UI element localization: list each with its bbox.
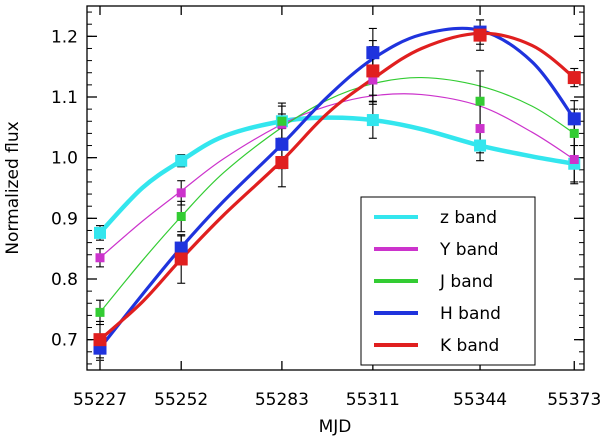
data-point-y-band	[176, 188, 186, 198]
x-tick-label: 55252	[154, 390, 208, 410]
data-point-k-band	[275, 156, 289, 170]
data-point-y-band	[475, 124, 485, 134]
y-tick-label: 1.2	[51, 27, 78, 47]
legend-label: Y band	[439, 240, 499, 260]
x-tick-label: 55373	[547, 390, 600, 410]
data-point-k-band	[473, 28, 487, 42]
data-point-y-band	[569, 154, 579, 164]
data-point-k-band	[93, 333, 107, 347]
y-tick-label: 1.0	[51, 149, 78, 169]
fit-curve-z-band	[98, 115, 575, 235]
data-point-j-band	[475, 96, 485, 106]
data-point-z-band	[175, 154, 188, 167]
data-point-k-band	[366, 64, 380, 78]
data-point-j-band	[277, 116, 287, 126]
y-tick-label: 0.7	[51, 331, 78, 351]
data-point-y-band	[368, 75, 378, 85]
y-axis-title: Normalized flux	[3, 121, 23, 254]
legend-label: K band	[440, 336, 499, 356]
data-point-j-band	[569, 128, 579, 138]
fit-curve-h-band	[98, 26, 576, 350]
data-point-h-band	[567, 112, 581, 126]
data-point-z-band	[366, 114, 379, 127]
x-tick-label: 55311	[346, 390, 400, 410]
x-tick-label: 55344	[453, 390, 507, 410]
legend-label: J band	[439, 272, 493, 292]
data-point-y-band	[95, 253, 105, 263]
legend: z band Y band J band H band K band	[360, 196, 536, 366]
data-point-j-band	[176, 212, 186, 222]
x-axis-title: MJD	[319, 417, 352, 437]
y-tick-label: 1.1	[51, 88, 78, 108]
y-tick-label: 0.9	[51, 209, 78, 229]
data-point-h-band	[275, 137, 289, 151]
data-point-z-band	[93, 226, 106, 239]
fit-curve-y-band	[99, 93, 575, 259]
x-tick-label: 55283	[255, 390, 309, 410]
x-tick-label: 55227	[73, 390, 127, 410]
fit-curve-k-band	[98, 31, 576, 341]
data-point-k-band	[567, 71, 581, 85]
data-markers	[93, 25, 581, 355]
legend-label: z band	[440, 208, 497, 228]
fit-curves	[98, 26, 576, 350]
y-tick-labels: 0.7 0.8 0.9 1.0 1.1 1.2	[51, 27, 78, 350]
y-tick-label: 0.8	[51, 270, 78, 290]
data-point-z-band	[474, 139, 487, 152]
data-point-h-band	[366, 46, 380, 60]
x-tick-labels: 55227 55252 55283 55311 55344 55373	[73, 390, 600, 410]
fit-curve-j-band	[99, 76, 575, 313]
data-point-h-band	[174, 241, 188, 255]
data-point-k-band	[174, 252, 188, 266]
legend-label: H band	[440, 304, 501, 324]
data-point-j-band	[95, 307, 105, 317]
